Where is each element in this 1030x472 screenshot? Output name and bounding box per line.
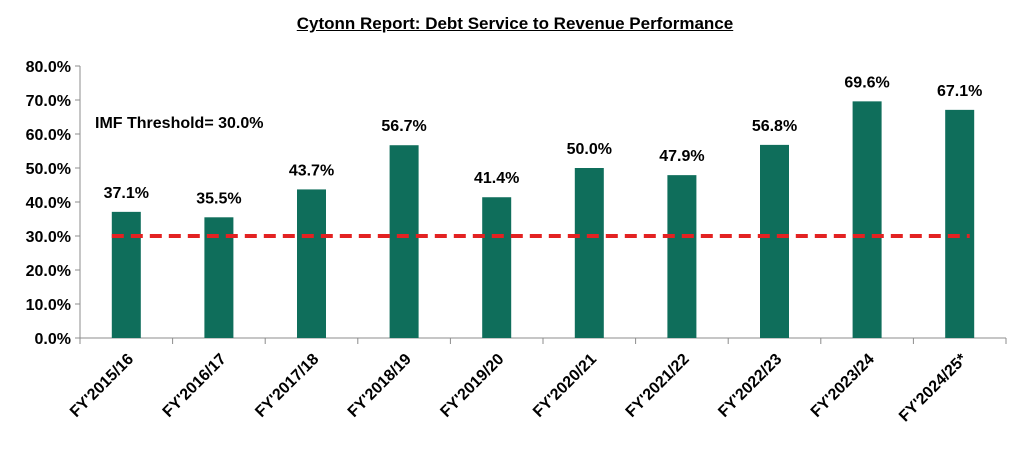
y-tick-label: 80.0% xyxy=(26,59,71,76)
x-tick-label: FY'2018/19 xyxy=(345,351,415,421)
bar-series xyxy=(111,101,975,338)
y-tick-label: 30.0% xyxy=(26,229,71,246)
y-tick-label: 40.0% xyxy=(26,195,71,212)
bar xyxy=(389,145,419,338)
x-tick-label: FY'2015/16 xyxy=(67,351,137,421)
x-tick-label: FY'2019/20 xyxy=(437,351,507,421)
y-tick-label: 0.0% xyxy=(35,331,71,348)
data-label: 69.6% xyxy=(844,74,889,91)
bar xyxy=(111,211,141,338)
x-tick-label: FY'2016/17 xyxy=(160,351,230,421)
x-tick-label: FY'2021/22 xyxy=(623,351,693,421)
bar xyxy=(482,197,512,338)
y-tick-label: 50.0% xyxy=(26,161,71,178)
x-tick-label: FY'2020/21 xyxy=(530,351,600,421)
bar xyxy=(945,109,975,338)
threshold-line-group: IMF Threshold= 30.0% xyxy=(95,115,970,238)
data-label: 47.9% xyxy=(659,148,704,165)
data-label: 37.1% xyxy=(104,185,149,202)
x-axis: FY'2015/16 FY'2016/17 FY'2017/18 FY'2018/19… xyxy=(67,337,1007,425)
data-label: 67.1% xyxy=(937,83,982,100)
y-tick-label: 20.0% xyxy=(26,263,71,280)
x-tick-label: FY'2024/25* xyxy=(896,350,971,425)
data-label: 56.8% xyxy=(752,118,797,135)
bar xyxy=(297,189,326,338)
chart-title: Cytonn Report: Debt Service to Revenue P… xyxy=(296,14,734,33)
data-label: 56.7% xyxy=(381,118,426,135)
bar xyxy=(667,175,697,338)
x-tick-label: FY'2022/23 xyxy=(715,351,785,421)
bar xyxy=(574,168,604,338)
x-tick-label: FY'2017/18 xyxy=(252,351,322,421)
bar xyxy=(852,101,882,338)
data-label: 41.4% xyxy=(474,170,519,187)
y-tick-label: 60.0% xyxy=(26,127,71,144)
x-tick-label: FY'2023/24 xyxy=(808,351,878,421)
y-tick-label: 10.0% xyxy=(26,297,71,314)
data-label: 43.7% xyxy=(289,162,334,179)
bar xyxy=(760,144,789,338)
y-tick-label: 70.0% xyxy=(26,93,71,110)
data-labels: 37.1% 35.5% 43.7% 56.7% 41.4% 50.0% 47.9% 56.8%… xyxy=(104,74,983,207)
y-axis: 0.0% 10.0% 20.0% 30.0% 40.0% 50.0% 60.0% 70.0% 8… xyxy=(26,59,81,348)
threshold-annotation: IMF Threshold= 30.0% xyxy=(95,115,263,132)
data-label: 50.0% xyxy=(567,141,612,158)
data-label: 35.5% xyxy=(196,190,241,207)
